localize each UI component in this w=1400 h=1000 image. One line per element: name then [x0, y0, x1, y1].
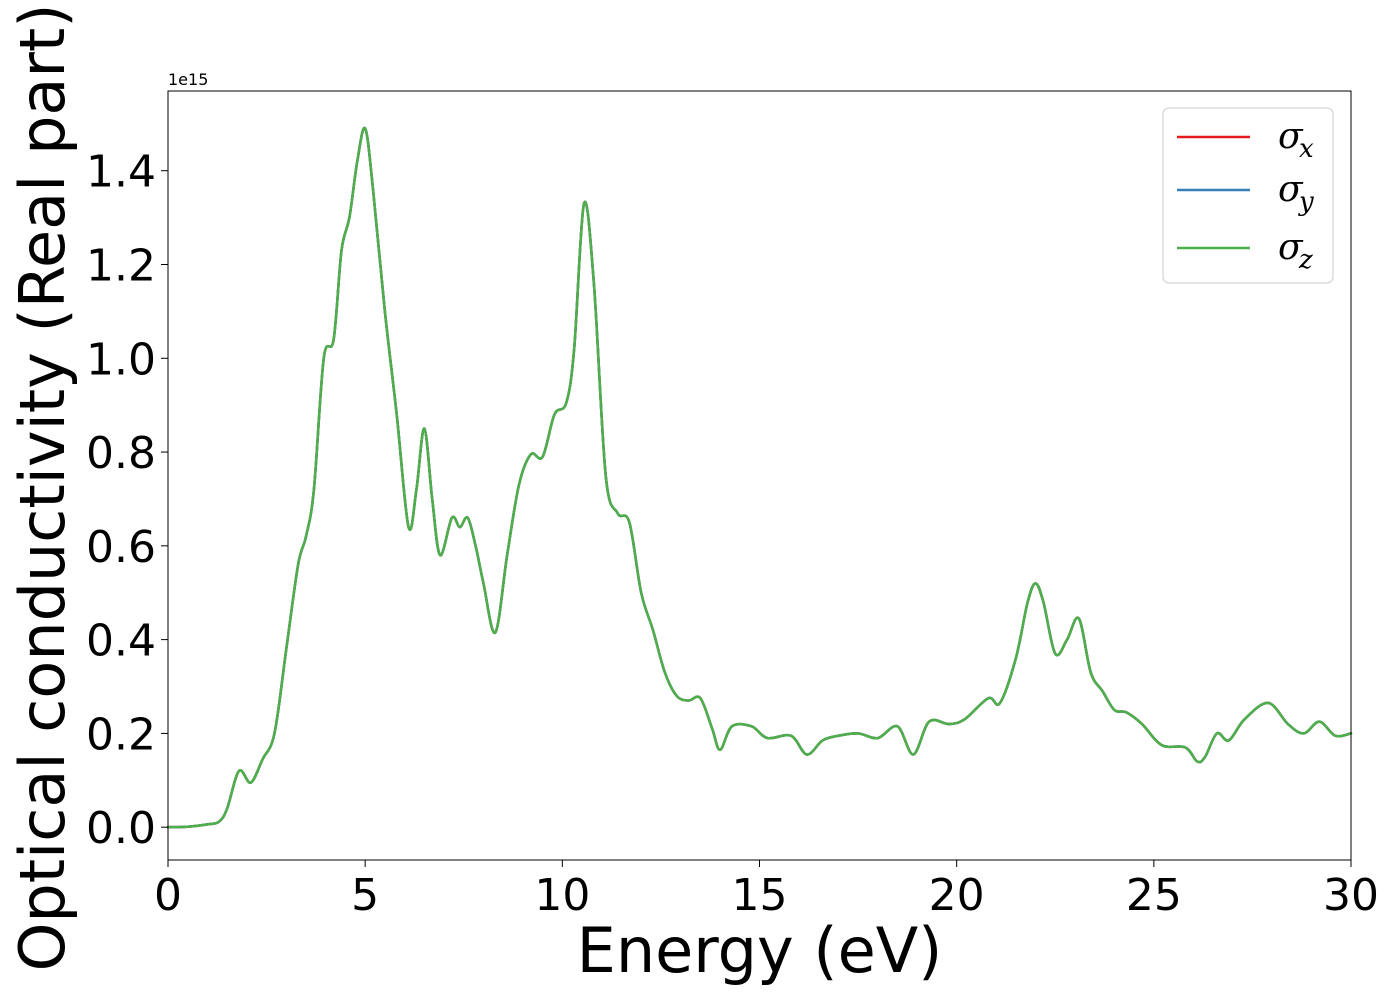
y-axis: 0.0 0.2 0.4 0.6 0.8 1.0 1.2 1.4: [86, 147, 168, 854]
x-axis-label: Energy (eV): [577, 914, 943, 987]
y-tick-label: 1.4: [86, 147, 156, 198]
series-line-sigma-z: [166, 126, 1353, 829]
legend-subscript: z: [1298, 245, 1313, 275]
series-layer: [166, 126, 1353, 829]
x-tick-label: 0: [154, 870, 182, 921]
y-axis-label: Optical conductivity (Real part): [6, 4, 79, 972]
y-tick-label: 1.0: [86, 334, 156, 385]
legend-label: σ: [1278, 169, 1304, 210]
y-tick-label: 0.6: [86, 522, 156, 573]
y-tick-label: 0.2: [86, 709, 156, 760]
legend-subscript: x: [1299, 134, 1314, 164]
y-tick-label: 0.8: [86, 428, 156, 479]
y-tick-label: 1.2: [86, 240, 156, 291]
legend-box: [1162, 107, 1334, 284]
x-tick-label: 15: [732, 870, 788, 921]
x-axis: 0 5 10 15 20 25 30: [154, 860, 1379, 921]
x-tick-label: 5: [351, 870, 379, 921]
x-tick-label: 20: [929, 870, 985, 921]
legend-subscript: y: [1298, 187, 1314, 217]
y-tick-label: 0.0: [86, 803, 156, 854]
legend-label: σ: [1278, 227, 1304, 268]
y-offset-text: 1e15: [168, 70, 208, 89]
x-tick-label: 30: [1323, 870, 1379, 921]
legend-label: σ: [1278, 116, 1304, 157]
x-tick-label: 10: [534, 870, 590, 921]
y-tick-label: 0.4: [86, 616, 156, 667]
x-tick-label: 25: [1126, 870, 1182, 921]
